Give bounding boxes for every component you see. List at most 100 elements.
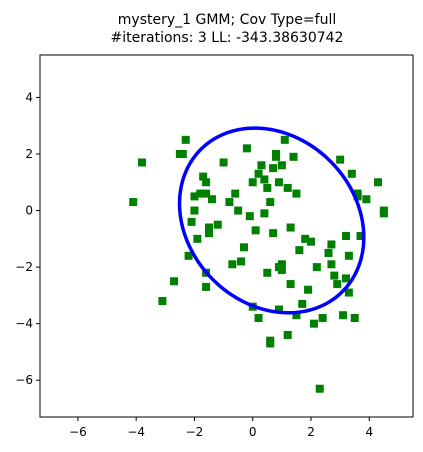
data-point bbox=[269, 229, 278, 238]
data-point bbox=[245, 212, 254, 221]
data-point bbox=[213, 220, 222, 229]
data-point bbox=[356, 232, 365, 240]
data-point bbox=[286, 223, 295, 232]
x-axis: −6 −4 −2 0 2 4 bbox=[69, 417, 373, 439]
data-point bbox=[170, 277, 179, 286]
plot-frame bbox=[39, 54, 414, 418]
data-point bbox=[374, 178, 383, 187]
data-point bbox=[292, 189, 301, 198]
data-point bbox=[277, 265, 286, 274]
data-point bbox=[353, 189, 362, 198]
data-point bbox=[289, 152, 298, 161]
data-point bbox=[257, 161, 266, 170]
data-point bbox=[312, 263, 321, 272]
data-point bbox=[190, 206, 199, 215]
data-point bbox=[205, 223, 214, 232]
data-point bbox=[286, 280, 295, 289]
x-tick-label: 0 bbox=[249, 425, 257, 439]
data-point bbox=[225, 198, 234, 207]
gmm-ellipse bbox=[177, 126, 366, 315]
data-point bbox=[202, 189, 211, 198]
data-point bbox=[263, 268, 272, 277]
x-tick-label: −6 bbox=[69, 425, 87, 439]
data-point bbox=[202, 178, 211, 187]
data-point bbox=[237, 257, 246, 266]
data-point bbox=[181, 135, 190, 144]
x-tick-label: −2 bbox=[186, 425, 204, 439]
data-point bbox=[234, 206, 243, 215]
data-point bbox=[330, 271, 339, 280]
data-point bbox=[324, 248, 333, 257]
data-point bbox=[280, 135, 289, 144]
data-point bbox=[315, 384, 324, 393]
data-point bbox=[158, 297, 167, 306]
data-point bbox=[266, 339, 275, 348]
y-tick-label: −4 bbox=[15, 317, 33, 331]
data-point bbox=[277, 161, 286, 170]
data-point bbox=[301, 234, 310, 243]
data-point bbox=[341, 274, 350, 283]
data-point bbox=[207, 195, 216, 204]
data-point bbox=[344, 251, 353, 260]
data-point bbox=[350, 314, 359, 323]
y-tick-label: 2 bbox=[25, 147, 33, 161]
data-point bbox=[193, 234, 202, 243]
data-point bbox=[129, 198, 138, 207]
data-point bbox=[242, 144, 251, 153]
data-point bbox=[283, 330, 292, 339]
y-tick-label: −2 bbox=[15, 260, 33, 274]
data-point bbox=[187, 217, 196, 226]
data-point bbox=[137, 158, 146, 167]
data-point bbox=[272, 149, 281, 158]
data-point bbox=[269, 164, 278, 173]
points-layer bbox=[129, 135, 388, 393]
data-point bbox=[251, 226, 260, 235]
data-point bbox=[274, 178, 283, 187]
ellipse-layer bbox=[177, 126, 366, 315]
data-point bbox=[344, 288, 353, 297]
data-point bbox=[309, 319, 318, 328]
y-axis: −6 −4 −2 0 2 4 bbox=[15, 90, 40, 387]
data-point bbox=[196, 189, 205, 198]
data-point bbox=[231, 189, 240, 198]
data-point bbox=[327, 240, 336, 249]
y-tick-label: −6 bbox=[15, 373, 33, 387]
data-point bbox=[333, 280, 342, 289]
data-point bbox=[202, 282, 211, 291]
data-point bbox=[190, 192, 199, 201]
data-point bbox=[266, 198, 275, 207]
data-point bbox=[178, 149, 187, 158]
data-point bbox=[347, 169, 356, 178]
data-point bbox=[341, 232, 350, 240]
data-point bbox=[248, 178, 257, 187]
data-point bbox=[362, 195, 371, 204]
data-point bbox=[199, 172, 208, 181]
x-tick-label: 2 bbox=[307, 425, 315, 439]
data-point bbox=[298, 299, 307, 308]
data-point bbox=[205, 229, 214, 238]
data-point bbox=[277, 260, 286, 269]
x-tick-label: −4 bbox=[127, 425, 145, 439]
data-point bbox=[184, 251, 193, 260]
data-point bbox=[318, 314, 327, 323]
data-point bbox=[295, 246, 304, 255]
data-point bbox=[219, 158, 228, 167]
data-point bbox=[307, 237, 316, 246]
data-point bbox=[336, 155, 345, 164]
data-point bbox=[260, 209, 269, 218]
data-point bbox=[327, 260, 336, 269]
data-point bbox=[254, 314, 263, 323]
data-point bbox=[379, 209, 388, 218]
y-tick-label: 4 bbox=[25, 90, 33, 104]
data-point bbox=[339, 311, 348, 320]
data-point bbox=[283, 183, 292, 192]
data-point bbox=[239, 243, 248, 252]
chart-title-line1: mystery_1 GMM; Cov Type=full bbox=[118, 12, 336, 28]
data-point bbox=[260, 175, 269, 184]
data-point bbox=[274, 305, 283, 314]
data-point bbox=[263, 183, 272, 192]
y-tick-label: 0 bbox=[25, 204, 33, 218]
data-point bbox=[292, 311, 301, 320]
data-point bbox=[254, 169, 263, 178]
